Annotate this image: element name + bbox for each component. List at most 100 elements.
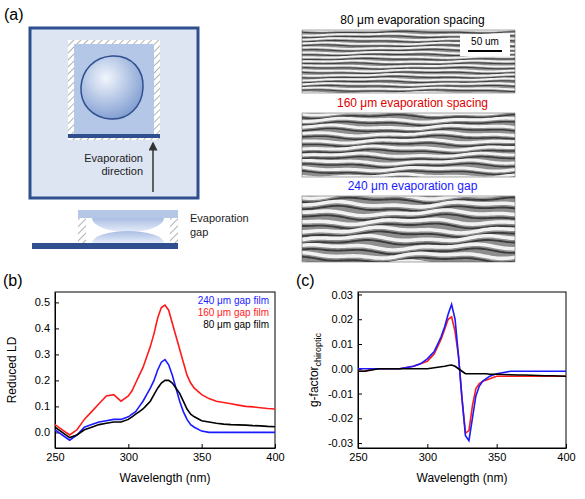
y-axis-tick: 0.00 <box>332 363 362 375</box>
legend-entry: 160 μm gap film <box>198 307 269 318</box>
x-axis-tick: 400 <box>266 444 284 463</box>
y-axis-tick: -0.02 <box>328 412 362 424</box>
stripe-light <box>302 74 515 76</box>
panel-label: (b) <box>3 272 23 289</box>
micrograph <box>302 30 515 93</box>
y-axis-tick-label: 0.5 <box>35 296 50 308</box>
x-axis-tick: 300 <box>120 444 138 463</box>
x-axis: 250 300 350 400 <box>46 444 284 463</box>
y-axis-tick-label: -0.02 <box>328 412 353 424</box>
y-axis: -0.03-0.02-0.010.000.010.020.03 <box>328 288 362 449</box>
y-axis-tick: 0.4 <box>35 322 59 334</box>
y-axis-tick-mark <box>358 443 362 444</box>
y-axis-title: g-factorchiroptic <box>307 332 323 407</box>
spectrum-line <box>55 360 275 441</box>
x-axis-tick: 350 <box>193 444 211 463</box>
panel-label: (a) <box>4 6 24 23</box>
micrograph-border <box>302 196 515 262</box>
legend-entry: 240 μm gap film <box>198 295 269 306</box>
x-axis-title: Wavelength (nm) <box>417 471 508 485</box>
x-axis-tick-label: 400 <box>266 451 284 463</box>
stripe-light <box>302 227 515 233</box>
stripe-light <box>302 140 515 143</box>
stripe-dark <box>302 72 515 74</box>
x-axis-tick-mark <box>128 444 129 448</box>
spectrum-line <box>55 305 275 435</box>
x-axis-tick: 350 <box>488 444 506 463</box>
micrograph <box>302 196 515 262</box>
y-axis-tick-mark <box>358 418 362 419</box>
x-axis-tick-label: 400 <box>557 451 575 463</box>
chart-panel: 250 300 350 400 0.0 0.1 0.2 0.3 0.4 0.5 (b) Wavelen… <box>3 272 285 485</box>
y-axis-tick-mark <box>358 319 362 320</box>
y-axis-tick: 0.1 <box>35 400 59 412</box>
direction-label: Evaporationdirection <box>84 152 143 177</box>
stripe-dark <box>302 31 515 33</box>
y-axis-tick: 0.5 <box>35 296 59 308</box>
y-axis-tick: 0.02 <box>332 313 362 325</box>
y-axis-tick-label: 0.02 <box>332 313 353 325</box>
spectrum-line <box>358 317 566 433</box>
stripe-light <box>302 61 515 62</box>
micrograph-border <box>302 113 515 177</box>
stripe-dark <box>302 128 515 132</box>
x-axis-tick-label: 300 <box>419 451 437 463</box>
y-axis-tick-label: 0.1 <box>35 400 50 412</box>
image-label: 240 μm evaporation gap <box>348 179 478 193</box>
y-axis-tick-label: 0.4 <box>35 322 50 334</box>
direction-arrow <box>152 146 154 192</box>
x-axis-line <box>359 448 567 449</box>
y-axis-tick-mark <box>55 302 59 303</box>
y-axis-tick-label: 0.0 <box>35 426 50 438</box>
scale-bar-ground <box>460 34 510 56</box>
plot-frame <box>55 292 275 448</box>
spectrum-line <box>358 304 566 440</box>
stripe-light <box>302 65 515 67</box>
stripe-dark <box>302 157 515 160</box>
cover-plate <box>74 44 154 136</box>
x-axis-title: Wavelength (nm) <box>120 471 211 485</box>
stripe-dark <box>302 90 515 92</box>
cover-plate <box>78 210 178 218</box>
y-axis-tick-mark <box>55 328 59 329</box>
x-axis-tick-label: 300 <box>120 451 138 463</box>
schematic-side: Evaporationgap <box>32 210 249 249</box>
plot-area <box>55 305 275 440</box>
stripe-light <box>302 56 515 58</box>
x-axis-line <box>56 448 276 449</box>
x-axis-tick-label: 350 <box>488 451 506 463</box>
spectrum-line <box>358 365 566 376</box>
plot-area <box>358 304 566 440</box>
legend: 240 μm gap film160 μm gap film80 μm gap … <box>198 295 269 330</box>
stripe-light <box>302 83 515 85</box>
stripe-dark <box>302 85 515 87</box>
stripe-light <box>302 146 515 150</box>
spacer <box>68 40 160 140</box>
stripe-dark <box>302 224 515 229</box>
micrograph-border <box>302 30 515 93</box>
x-axis: 250300350400 <box>349 444 575 463</box>
y-axis-tick: 0.3 <box>35 348 59 360</box>
x-axis-tick-label: 250 <box>46 451 64 463</box>
y-axis-tick-mark <box>358 294 362 295</box>
y-axis-tick-label: -0.01 <box>328 388 353 400</box>
schematic-top: Evaporationdirection <box>30 28 198 198</box>
x-axis-tick: 400 <box>557 444 575 463</box>
stripe-light <box>302 219 515 224</box>
y-axis-tick: -0.03 <box>328 437 362 449</box>
spacer <box>78 218 86 243</box>
spectrum-line <box>55 380 275 437</box>
droplet <box>81 56 143 119</box>
stripe-light <box>302 160 515 164</box>
y-axis-tick-mark <box>55 406 59 407</box>
y-axis-tick-mark <box>55 380 59 381</box>
y-axis-tick: 0.2 <box>35 374 59 386</box>
stripe-dark <box>302 63 515 64</box>
stripe-light <box>302 70 515 72</box>
y-axis-title: Reduced LD <box>5 336 19 403</box>
x-axis-tick-label: 350 <box>193 451 211 463</box>
gap-label: Evaporationgap <box>190 212 249 238</box>
y-axis-tick: -0.01 <box>328 388 362 400</box>
scale-bar-label: 50 um <box>471 36 499 47</box>
scale-bar <box>468 50 502 52</box>
